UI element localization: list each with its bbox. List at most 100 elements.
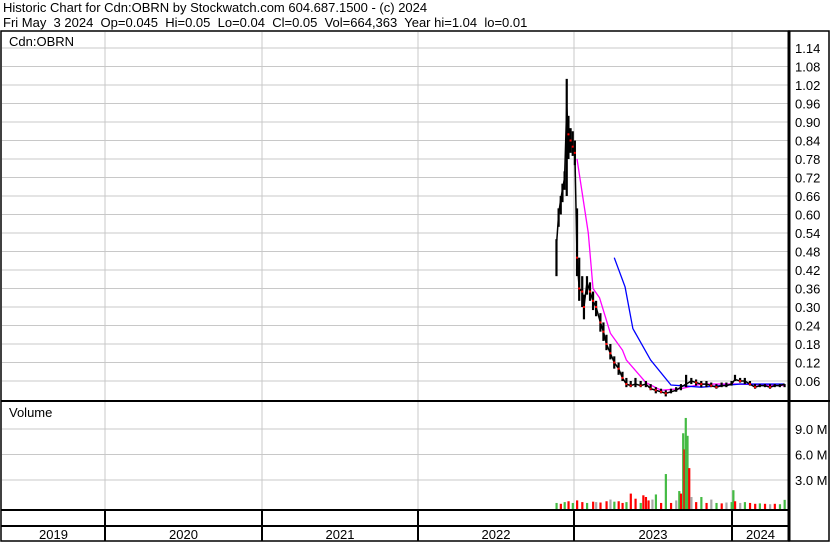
- volume-bar: [617, 501, 620, 509]
- volume-bar: [634, 498, 637, 509]
- volume-bar: [563, 502, 566, 509]
- volume-bar: [675, 500, 678, 509]
- close-mark: [599, 321, 602, 324]
- quote-summary: Fri May 3 2024 Op=0.045 Hi=0.05 Lo=0.04 …: [3, 15, 528, 30]
- volume-bar: [778, 504, 782, 509]
- volume-bar: [654, 494, 658, 509]
- close-mark: [754, 386, 757, 389]
- volume-bar: [581, 502, 584, 509]
- volume-bar: [571, 502, 574, 509]
- volume-bar: [647, 500, 650, 509]
- close-mark: [602, 330, 605, 333]
- volume-bar: [690, 497, 693, 509]
- close-mark: [625, 383, 628, 386]
- year-tick-label: 2019: [39, 527, 68, 542]
- close-mark: [654, 389, 657, 392]
- close-mark: [617, 367, 620, 370]
- volume-bar: [783, 499, 786, 509]
- volume-bar: [605, 501, 608, 509]
- volume-bar: [559, 503, 562, 509]
- price-tick-label: 0.54: [795, 226, 820, 241]
- volume-bar: [629, 493, 632, 509]
- price-tick-label: 0.36: [795, 282, 820, 297]
- volume-bar: [613, 501, 616, 509]
- close-mark: [576, 256, 579, 259]
- moving-average-long-line: [613, 257, 785, 388]
- year-tick-label: 2021: [326, 527, 355, 542]
- price-tick-label: 0.84: [795, 134, 820, 149]
- volume-bar: [621, 502, 624, 509]
- price-tick-label: 0.90: [795, 115, 820, 130]
- volume-bar: [739, 502, 742, 509]
- year-tick-label: 2024: [746, 527, 775, 542]
- volume-bar: [678, 491, 681, 509]
- price-tick-label: 0.48: [795, 245, 820, 260]
- close-mark: [595, 306, 598, 308]
- volume-tick-label: 3.0 M: [795, 473, 828, 488]
- close-mark: [629, 384, 632, 387]
- close-mark: [748, 383, 751, 386]
- price-tick-label: 0.96: [795, 97, 820, 112]
- volume-bar: [585, 502, 589, 509]
- volume-bar: [769, 504, 772, 509]
- volume-bar: [700, 497, 703, 509]
- close-mark: [700, 383, 703, 386]
- close-mark: [578, 287, 581, 290]
- price-tick-label: 0.18: [795, 337, 820, 352]
- close-mark: [710, 384, 713, 387]
- price-tick-label: 0.24: [795, 319, 820, 334]
- price-tick-label: 0.72: [795, 171, 820, 186]
- price-tick-label: 0.12: [795, 356, 820, 371]
- volume-bar: [720, 503, 723, 509]
- year-tick-label: 2020: [169, 527, 198, 542]
- volume-bar: [664, 474, 667, 509]
- price-tick-label: 0.78: [795, 152, 820, 167]
- volume-bar: [592, 501, 595, 509]
- volume-bar: [555, 502, 558, 509]
- volume-bar: [686, 435, 689, 509]
- price-tick-label: 0.06: [795, 374, 820, 389]
- volume-bar: [725, 502, 728, 509]
- chart-frame: [0, 30, 790, 542]
- volume-bar: [576, 500, 579, 509]
- volume-bar: [660, 502, 663, 509]
- close-mark: [769, 386, 772, 389]
- close-price-line: [555, 106, 785, 395]
- volume-bar: [705, 502, 708, 509]
- moving-average-short-line: [576, 158, 785, 391]
- volume-bar: [679, 493, 683, 509]
- year-tick-label: 2023: [639, 527, 668, 542]
- volume-bar: [733, 501, 737, 509]
- volume-bar: [715, 502, 718, 509]
- volume-bar: [683, 449, 686, 509]
- right-axis-frame: [788, 30, 830, 542]
- close-mark: [739, 380, 742, 382]
- volume-bar: [639, 502, 642, 509]
- close-mark: [567, 133, 570, 136]
- volume-bar: [609, 499, 612, 509]
- year-tick-label: 2022: [482, 527, 511, 542]
- volume-label: Volume: [9, 405, 52, 420]
- close-mark: [649, 387, 652, 390]
- volume-bar: [595, 502, 598, 509]
- volume-bar: [682, 433, 685, 509]
- volume-bar: [567, 501, 570, 509]
- volume-bar: [730, 502, 733, 509]
- volume-bar: [599, 502, 602, 509]
- close-mark: [660, 390, 663, 393]
- close-mark: [571, 145, 574, 148]
- volume-tick-label: 9.0 M: [795, 422, 828, 437]
- volume-bar: [688, 468, 691, 509]
- close-mark: [569, 139, 572, 142]
- volume-bar: [748, 502, 752, 509]
- close-mark: [582, 306, 585, 308]
- volume-bar: [732, 490, 735, 509]
- close-mark: [589, 290, 592, 293]
- volume-bar: [743, 502, 747, 509]
- volume-bar: [669, 502, 673, 509]
- close-mark: [695, 381, 698, 384]
- close-mark: [609, 352, 612, 355]
- price-tick-label: 0.66: [795, 189, 820, 204]
- close-mark: [573, 151, 576, 154]
